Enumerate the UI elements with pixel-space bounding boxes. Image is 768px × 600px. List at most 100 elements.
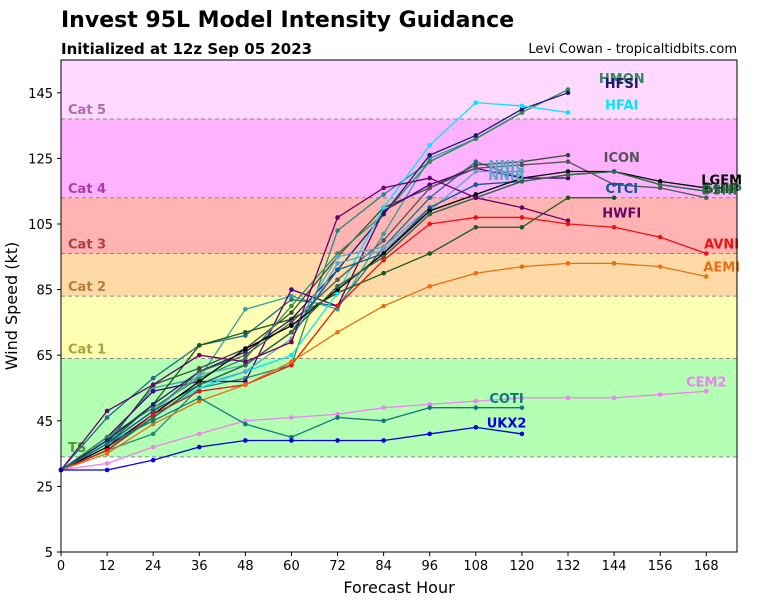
model-label-hwfi: HWFI (602, 207, 641, 222)
band-cat-5 (61, 60, 737, 120)
model-label-hmon: HMON (599, 72, 645, 87)
model-avni-point (473, 215, 479, 220)
model-lgem-point (703, 185, 709, 191)
model-avni-point (657, 234, 663, 240)
model-hfai-point (519, 103, 525, 109)
model-aemi-point (565, 261, 571, 266)
model-hfsi-point (473, 133, 479, 138)
model-dshp-point (289, 329, 294, 335)
model-label-hfsi: HFSI (605, 77, 639, 92)
model-nnib-point (381, 247, 386, 253)
model-extra-5-point (243, 329, 248, 335)
model-extra-2-point (335, 228, 340, 233)
model-hwfi-line (60, 177, 569, 471)
model-aemi-point (519, 264, 525, 269)
model-dshp-point (565, 172, 571, 178)
model-extra-1-point (381, 231, 386, 237)
model-extra-2-point (150, 431, 156, 437)
model-nnib-point (243, 369, 248, 374)
model-ukx2-point (104, 467, 110, 473)
model-extra-3-point (289, 310, 294, 315)
model-cem2-point (381, 405, 386, 410)
model-hfai-point (473, 100, 479, 105)
model-avni-point (703, 251, 709, 256)
model-extra-5-point (519, 224, 525, 230)
model-hwfi-point (519, 205, 525, 210)
x-tick-label: 60 (283, 559, 300, 574)
model-hwfi-point (150, 382, 156, 388)
model-ukx2-point (427, 431, 433, 437)
y-tick-label: 105 (28, 218, 53, 233)
model-label-ship: SHIP (704, 182, 739, 197)
model-extra-5-point (473, 224, 479, 230)
model-cem2-point (104, 461, 110, 466)
model-avni-point (381, 257, 386, 263)
model-extra-3-point (473, 162, 479, 168)
model-cem2-point (611, 395, 617, 401)
model-lgem-point (565, 169, 571, 174)
model-hmon-point (150, 405, 156, 410)
model-label-ctci: CTCI (605, 182, 638, 197)
model-extra-5-point (427, 251, 433, 256)
model-aemi-point (703, 274, 709, 279)
model-icon-point (519, 162, 525, 168)
model-hfai-point (335, 290, 340, 296)
model-avni-point (150, 411, 156, 417)
model-hwfi-point (196, 352, 202, 358)
model-ukx2-point (335, 438, 340, 443)
model-coti-point (243, 421, 248, 427)
model-cem2-point (519, 395, 525, 401)
y-axis-label: Wind Speed (kt) (2, 242, 21, 371)
chart-axes: Forecast Hour Wind Speed (kt) 0 12 24 36 48 6… (2, 87, 719, 597)
band-label: Cat 1 (68, 342, 106, 357)
model-dshp-point (243, 362, 248, 368)
model-aemi-point (473, 270, 479, 276)
band-label: Cat 2 (68, 280, 106, 295)
model-dshp-point (657, 182, 663, 187)
band-cat-1 (61, 296, 737, 359)
model-hmon-point (335, 251, 340, 256)
model-lgem-point (519, 175, 525, 181)
y-tick-label: 65 (36, 349, 53, 364)
x-tick-label: 72 (329, 559, 346, 574)
band-label: Cat 4 (68, 182, 106, 197)
model-avni-point (427, 221, 433, 227)
model-hfsi-point (519, 106, 525, 112)
model-coti-point (427, 405, 433, 410)
model-label-coti: COTI (489, 392, 523, 407)
model-avni-point (289, 362, 294, 368)
model-extra-4-point (243, 379, 248, 384)
chart-title: Invest 95L Model Intensity Guidance (61, 8, 515, 33)
model-cem2-point (289, 415, 294, 420)
model-hwfi-point (381, 185, 386, 191)
model-extra-4-point (289, 287, 294, 292)
model-dshp-point (196, 382, 202, 388)
model-extra-0-point (289, 297, 294, 302)
model-icon-point (243, 352, 248, 358)
model-aemi-point (243, 382, 248, 388)
model-nnib-point (473, 169, 479, 174)
x-tick-label: 132 (556, 559, 581, 574)
model-label-cem2: CEM2 (686, 375, 726, 390)
model-cem2-point (243, 418, 248, 424)
model-extra-4-point (150, 388, 156, 394)
model-icon-point (565, 159, 571, 164)
x-axis-label: Forecast Hour (343, 578, 455, 597)
model-label-nnib: NNIB (488, 169, 525, 184)
x-tick-label: 96 (421, 559, 438, 574)
model-coti-point (473, 405, 479, 410)
model-avni-point (611, 224, 617, 230)
model-extra-5-point (381, 270, 386, 276)
model-ukx2-point (289, 438, 294, 443)
model-aemi-point (150, 421, 156, 427)
model-hmon-point (104, 434, 110, 440)
model-label-avni: AVNI (704, 238, 739, 253)
plot-frame (60, 59, 738, 553)
model-hmon-point (565, 87, 571, 92)
x-tick-label: 108 (463, 559, 488, 574)
y-tick-label: 5 (45, 546, 53, 561)
y-tick-label: 85 (36, 284, 53, 299)
model-label-aemi: AEMI (703, 261, 740, 276)
model-extra-0-point (473, 159, 479, 164)
